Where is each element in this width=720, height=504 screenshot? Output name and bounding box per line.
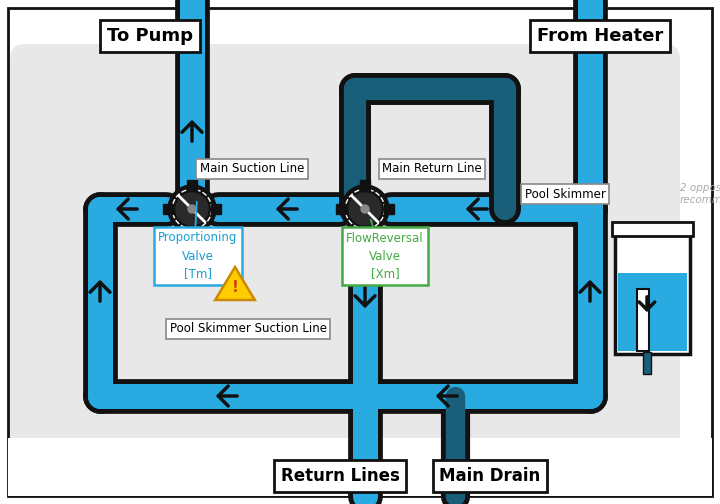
Text: Main Return Line: Main Return Line [382, 162, 482, 175]
Circle shape [349, 193, 381, 225]
Bar [163, 204, 173, 214]
Text: From Heater: From Heater [537, 27, 663, 45]
Text: Pool Skimmer Suction Line: Pool Skimmer Suction Line [169, 323, 326, 336]
Bar [187, 180, 197, 190]
Bar [637, 289, 649, 351]
Bar [187, 228, 197, 238]
Text: Return Lines: Return Lines [281, 467, 400, 485]
Text: FlowReversal
Valve
[Xm]: FlowReversal Valve [Xm] [346, 231, 424, 281]
Bar [615, 224, 690, 354]
Text: Pool Skimmer: Pool Skimmer [525, 187, 606, 201]
Bar [8, 438, 712, 496]
Text: To Pump: To Pump [107, 27, 193, 45]
Circle shape [188, 205, 196, 213]
FancyBboxPatch shape [10, 44, 680, 474]
Circle shape [168, 185, 216, 233]
Circle shape [361, 205, 369, 213]
Circle shape [176, 193, 208, 225]
Text: !: ! [232, 281, 238, 295]
Bar [384, 204, 394, 214]
Circle shape [341, 185, 389, 233]
Bar [336, 204, 346, 214]
Polygon shape [215, 267, 255, 300]
Bar [618, 273, 687, 351]
Text: Main Drain: Main Drain [439, 467, 541, 485]
Text: Proportioning
Valve
[Tm]: Proportioning Valve [Tm] [158, 231, 238, 281]
Bar [211, 204, 221, 214]
Text: Main Suction Line: Main Suction Line [200, 162, 304, 175]
Bar [612, 222, 693, 236]
Bar [643, 352, 651, 374]
Bar [360, 180, 370, 190]
Bar [360, 228, 370, 238]
Text: 2 oppos
recomm: 2 oppos recomm [680, 183, 720, 205]
